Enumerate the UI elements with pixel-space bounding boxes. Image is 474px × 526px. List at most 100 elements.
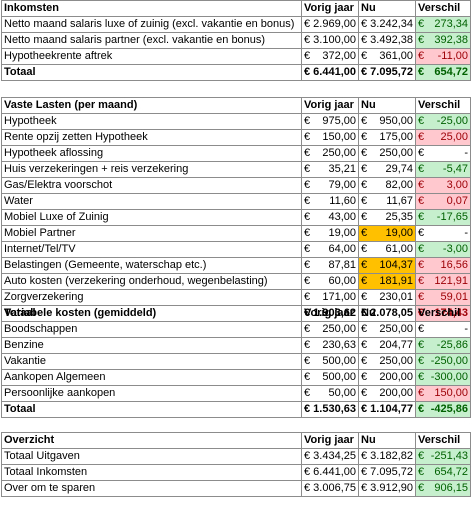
now-value: 181,91 bbox=[379, 275, 413, 287]
row-label[interactable]: Totaal Uitgaven bbox=[1, 448, 302, 465]
prev-value: 250,00 bbox=[322, 147, 356, 159]
currency-symbol: € bbox=[304, 211, 311, 223]
row-label[interactable]: Netto maand salaris luxe of zuinig (excl… bbox=[1, 16, 302, 33]
section-title[interactable]: Overzicht bbox=[1, 432, 302, 449]
row-label[interactable]: Benzine bbox=[1, 337, 302, 354]
row-label[interactable]: Hypotheek aflossing bbox=[1, 145, 302, 162]
header-prev-year[interactable]: Vorig jaar bbox=[301, 97, 359, 114]
currency-symbol: € bbox=[418, 403, 425, 415]
currency-symbol: € bbox=[304, 259, 311, 271]
table-row: Auto kosten (verzekering onderhoud, wege… bbox=[1, 273, 471, 290]
prev-value: 2.969,00 bbox=[313, 18, 356, 30]
row-label[interactable]: Vakantie bbox=[1, 353, 302, 370]
now-value: 204,77 bbox=[379, 339, 413, 351]
row-label[interactable]: Boodschappen bbox=[1, 321, 302, 338]
row-label[interactable]: Zorgverzekering bbox=[1, 289, 302, 306]
difference-value: 25,00 bbox=[440, 131, 468, 143]
table-row: Benzine €230,63 €204,77 € -25,86 bbox=[1, 337, 471, 354]
currency-symbol: € bbox=[361, 275, 368, 287]
currency-symbol: € bbox=[361, 50, 368, 62]
row-label[interactable]: Internet/Tel/TV bbox=[1, 241, 302, 258]
currency-symbol: € bbox=[418, 211, 425, 223]
currency-symbol: € bbox=[418, 323, 425, 335]
header-now[interactable]: Nu bbox=[358, 0, 416, 17]
currency-symbol: € bbox=[304, 131, 311, 143]
now-value: 11,67 bbox=[386, 195, 413, 207]
currency-symbol: € bbox=[304, 275, 311, 287]
currency-symbol: € bbox=[361, 355, 368, 367]
row-label[interactable]: Aankopen Algemeen bbox=[1, 369, 302, 386]
prev-value: 43,00 bbox=[328, 211, 356, 223]
difference-value: -11,00 bbox=[437, 50, 468, 62]
currency-symbol: € bbox=[418, 131, 425, 143]
currency-symbol: € bbox=[304, 323, 311, 335]
row-label[interactable]: Mobiel Luxe of Zuinig bbox=[1, 209, 302, 226]
currency-symbol: € bbox=[361, 450, 368, 462]
currency-symbol: € bbox=[361, 147, 368, 159]
section-title[interactable]: Inkomsten bbox=[1, 0, 302, 17]
header-difference[interactable]: Verschil bbox=[415, 0, 471, 17]
table-row: Rente opzij zetten Hypotheek €150,00 €175,… bbox=[1, 129, 471, 146]
row-label[interactable]: Auto kosten (verzekering onderhoud, wege… bbox=[1, 273, 302, 290]
currency-symbol: € bbox=[361, 211, 368, 223]
section-title[interactable]: Variabele kosten (gemiddeld) bbox=[1, 305, 302, 322]
header-now[interactable]: Nu bbox=[358, 432, 416, 449]
header-now[interactable]: Nu bbox=[358, 97, 416, 114]
prev-value: 11,60 bbox=[329, 195, 356, 207]
table-row: Hypotheekrente aftrek €372,00 €361,00 € -11,… bbox=[1, 48, 471, 65]
table-row: Hypotheek aflossing €250,00 €250,00 € - bbox=[1, 145, 471, 162]
difference-value: -5,47 bbox=[442, 163, 468, 175]
header-prev-year[interactable]: Vorig jaar bbox=[301, 0, 359, 17]
currency-symbol: € bbox=[304, 387, 311, 399]
row-label[interactable]: Rente opzij zetten Hypotheek bbox=[1, 129, 302, 146]
prev-value: 79,00 bbox=[328, 179, 356, 191]
header-difference[interactable]: Verschil bbox=[415, 97, 471, 114]
now-value: 250,00 bbox=[379, 323, 413, 335]
difference-value: -3,00 bbox=[442, 243, 468, 255]
header-difference[interactable]: Verschil bbox=[415, 305, 471, 322]
prev-value: 171,00 bbox=[322, 291, 356, 303]
row-label[interactable]: Hypotheek bbox=[1, 113, 302, 130]
currency-symbol: € bbox=[361, 66, 368, 78]
row-label[interactable]: Huis verzekeringen + reis verzekering bbox=[1, 161, 302, 178]
currency-symbol: € bbox=[304, 339, 311, 351]
currency-symbol: € bbox=[418, 259, 425, 271]
row-label[interactable]: Water bbox=[1, 193, 302, 210]
section-title[interactable]: Vaste Lasten (per maand) bbox=[1, 97, 302, 114]
row-label[interactable]: Totaal bbox=[1, 64, 302, 81]
row-label[interactable]: Totaal Inkomsten bbox=[1, 464, 302, 481]
currency-symbol: € bbox=[418, 50, 425, 62]
row-label[interactable]: Mobiel Partner bbox=[1, 225, 302, 242]
row-label[interactable]: Belastingen (Gemeente, waterschap etc.) bbox=[1, 257, 302, 274]
header-prev-year[interactable]: Vorig jaar bbox=[301, 432, 359, 449]
currency-symbol: € bbox=[304, 179, 311, 191]
currency-symbol: € bbox=[418, 371, 425, 383]
currency-symbol: € bbox=[361, 18, 368, 30]
row-label[interactable]: Over om te sparen bbox=[1, 480, 302, 497]
header-difference[interactable]: Verschil bbox=[415, 432, 471, 449]
row-label[interactable]: Gas/Elektra voorschot bbox=[1, 177, 302, 194]
total-row: Totaal €6.441,00 €7.095,72 €654,72 bbox=[1, 64, 471, 81]
now-value: 7.095,72 bbox=[370, 66, 413, 78]
currency-symbol: € bbox=[361, 195, 368, 207]
header-now[interactable]: Nu bbox=[358, 305, 416, 322]
currency-symbol: € bbox=[304, 50, 311, 62]
currency-symbol: € bbox=[304, 34, 311, 46]
row-label[interactable]: Persoonlijke aankopen bbox=[1, 385, 302, 402]
difference-value: 654,72 bbox=[434, 66, 468, 78]
difference-value: 3,00 bbox=[446, 179, 468, 191]
currency-symbol: € bbox=[418, 275, 425, 287]
difference-value: 654,72 bbox=[434, 466, 468, 478]
now-value: 3.182,82 bbox=[370, 450, 413, 462]
header-row: Variabele kosten (gemiddeld) Vorig jaar Nu… bbox=[1, 305, 471, 322]
row-label[interactable]: Totaal bbox=[1, 401, 302, 418]
currency-symbol: € bbox=[361, 163, 368, 175]
header-prev-year[interactable]: Vorig jaar bbox=[301, 305, 359, 322]
table-row: Totaal Uitgaven €3.434,25 €3.182,82 € -251,4… bbox=[1, 448, 471, 465]
currency-symbol: € bbox=[361, 323, 368, 335]
prev-value: 50,00 bbox=[328, 387, 356, 399]
now-value: 250,00 bbox=[379, 355, 413, 367]
row-label[interactable]: Netto maand salaris partner (excl. vakan… bbox=[1, 32, 302, 49]
row-label[interactable]: Hypotheekrente aftrek bbox=[1, 48, 302, 65]
